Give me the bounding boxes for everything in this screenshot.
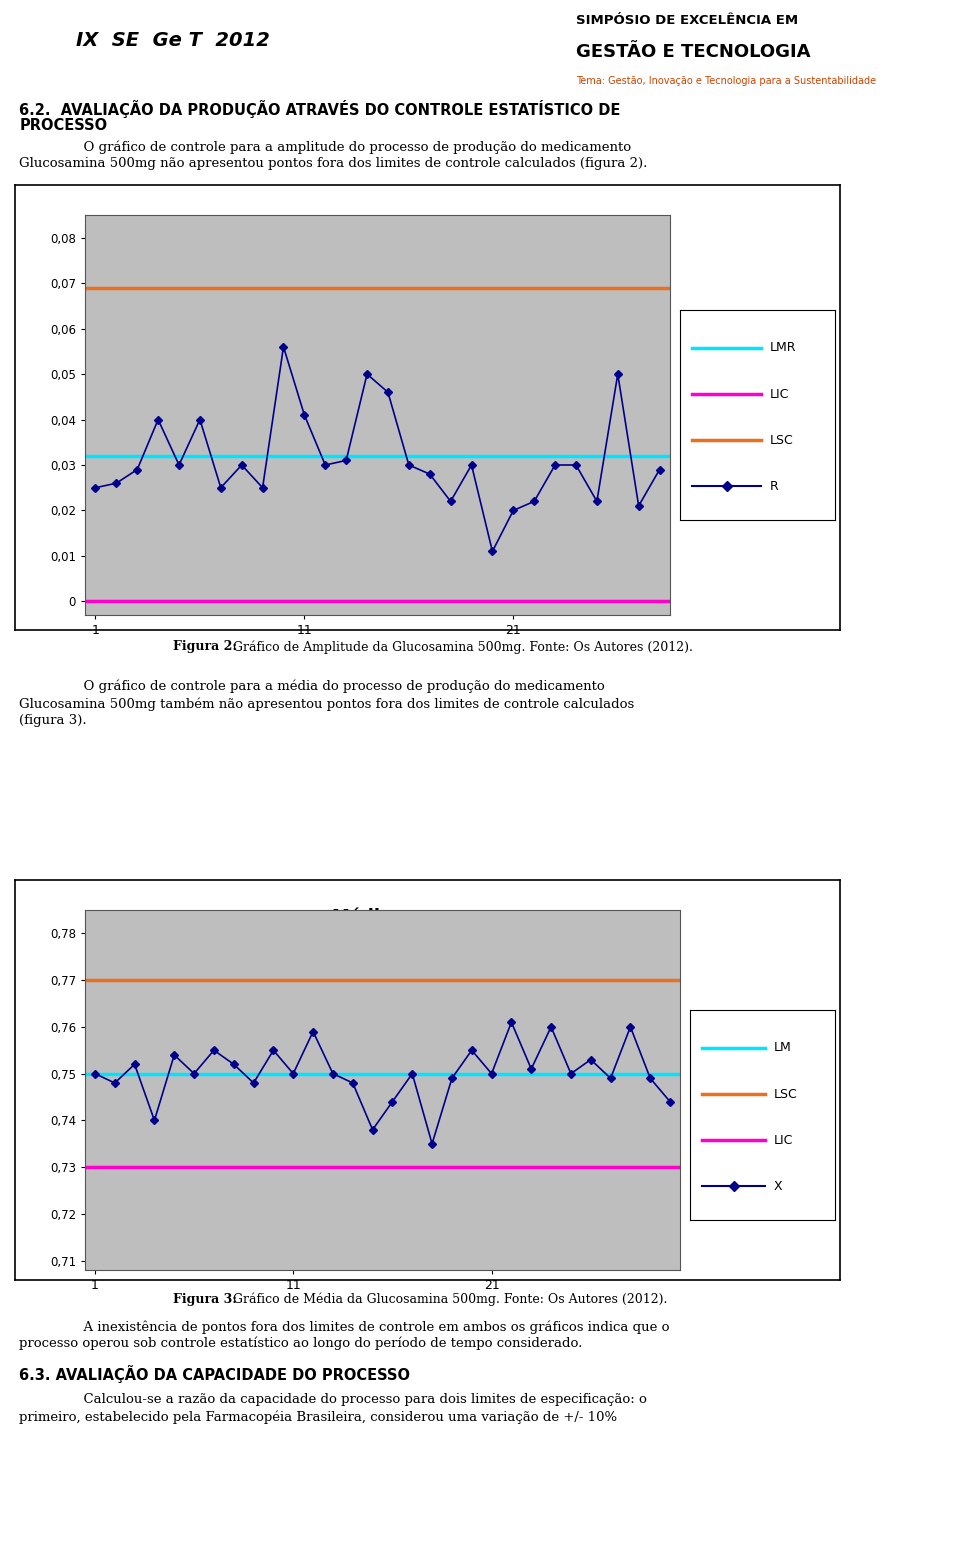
Text: Figura 2:: Figura 2: <box>173 640 237 654</box>
Text: R: R <box>770 480 779 493</box>
Text: O gráfico de controle para a amplitude do processo de produção do medicamento: O gráfico de controle para a amplitude d… <box>58 139 631 153</box>
Text: IX  SE  Ge T  2012: IX SE Ge T 2012 <box>76 31 270 50</box>
Text: X: X <box>774 1180 782 1193</box>
Text: Amplitude: Amplitude <box>309 217 414 234</box>
Text: PROCESSO: PROCESSO <box>19 118 108 133</box>
Text: LSC: LSC <box>774 1087 798 1100</box>
Text: Glucosamina 500mg não apresentou pontos fora dos limites de controle calculados : Glucosamina 500mg não apresentou pontos … <box>19 156 648 170</box>
Text: Gráfico de Amplitude da Glucosamina 500mg. Fonte: Os Autores (2012).: Gráfico de Amplitude da Glucosamina 500m… <box>228 640 693 654</box>
Text: LM: LM <box>774 1041 792 1055</box>
Text: primeiro, estabelecido pela Farmacopéia Brasileira, considerou uma variação de +: primeiro, estabelecido pela Farmacopéia … <box>19 1410 617 1424</box>
Text: Tema: Gestão, Inovação e Tecnologia para a Sustentabilidade: Tema: Gestão, Inovação e Tecnologia para… <box>576 76 876 87</box>
Text: (figura 3).: (figura 3). <box>19 714 86 726</box>
Text: LSC: LSC <box>770 434 794 446</box>
Text: processo operou sob controle estatístico ao longo do período de tempo considerad: processo operou sob controle estatístico… <box>19 1337 583 1351</box>
Text: LIC: LIC <box>770 387 789 401</box>
Text: Figura 3:: Figura 3: <box>173 1293 237 1306</box>
Text: 6.3. AVALIAÇÃO DA CAPACIDADE DO PROCESSO: 6.3. AVALIAÇÃO DA CAPACIDADE DO PROCESSO <box>19 1365 410 1383</box>
Text: Gráfico de Média da Glucosamina 500mg. Fonte: Os Autores (2012).: Gráfico de Média da Glucosamina 500mg. F… <box>228 1293 667 1306</box>
Text: LMR: LMR <box>770 341 797 355</box>
Text: GESTÃO E TECNOLOGIA: GESTÃO E TECNOLOGIA <box>576 43 810 62</box>
Text: Média: Média <box>331 908 392 926</box>
Text: LIC: LIC <box>774 1134 794 1146</box>
Text: Calculou-se a razão da capacidade do processo para dois limites de especificação: Calculou-se a razão da capacidade do pro… <box>58 1393 646 1406</box>
Text: Glucosamina 500mg também não apresentou pontos fora dos limites de controle calc: Glucosamina 500mg também não apresentou … <box>19 697 635 711</box>
Text: 6.2.  AVALIAÇÃO DA PRODUÇÃO ATRAVÉS DO CONTROLE ESTATÍSTICO DE: 6.2. AVALIAÇÃO DA PRODUÇÃO ATRAVÉS DO CO… <box>19 101 620 118</box>
Text: O gráfico de controle para a média do processo de produção do medicamento: O gráfico de controle para a média do pr… <box>58 680 605 694</box>
Text: SIMPÓSIO DE EXCELÊNCIA EM: SIMPÓSIO DE EXCELÊNCIA EM <box>576 14 798 26</box>
Text: A inexistência de pontos fora dos limites de controle em ambos os gráficos indic: A inexistência de pontos fora dos limite… <box>58 1320 669 1334</box>
